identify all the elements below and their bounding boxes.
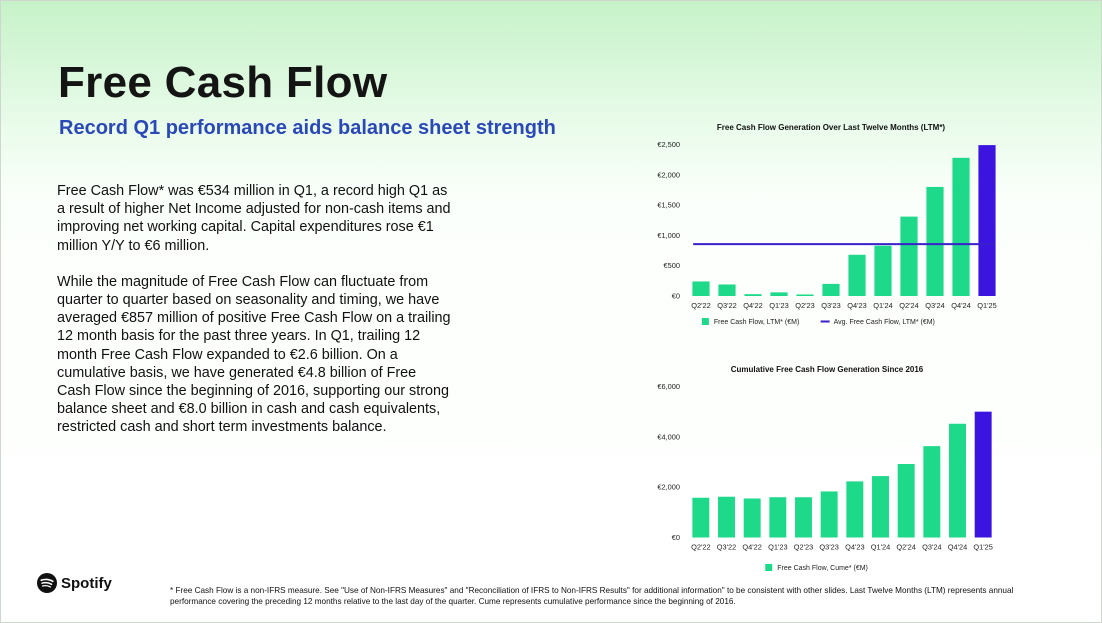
y-tick-label: €0 <box>672 292 680 301</box>
x-tick-label: Q4'23 <box>847 301 867 310</box>
y-tick-label: €1,500 <box>657 201 680 210</box>
legend-label: Free Cash Flow, LTM* (€M) <box>714 319 799 326</box>
y-tick-label: €2,000 <box>657 483 680 492</box>
bar <box>897 464 915 538</box>
x-tick-label: Q1'25 <box>977 301 997 310</box>
bar <box>974 411 992 538</box>
bar <box>795 497 812 538</box>
bar <box>848 254 866 296</box>
bar <box>718 284 736 296</box>
y-tick-label: €1,000 <box>657 231 680 240</box>
bar <box>952 157 970 296</box>
cumulative-fcf-chart: Cumulative Free Cash Flow Generation Sin… <box>657 365 993 572</box>
x-tick-label: Q4'24 <box>948 543 968 552</box>
legend-label: Avg. Free Cash Flow, LTM* (€M) <box>834 319 935 326</box>
x-tick-label: Q1'24 <box>873 301 893 310</box>
bar <box>718 496 735 538</box>
x-tick-label: Q3'22 <box>717 543 737 552</box>
x-tick-label: Q3'23 <box>821 301 841 310</box>
bar <box>846 481 864 538</box>
slide-title: Free Cash Flow <box>58 58 388 107</box>
bar <box>796 294 814 296</box>
legend-swatch <box>701 318 709 325</box>
footnote: * Free Cash Flow is a non-IFRS measure. … <box>170 586 1014 606</box>
slide-subtitle: Record Q1 performance aids balance sheet… <box>59 117 556 139</box>
bar <box>692 281 710 296</box>
bar <box>923 446 941 538</box>
bar <box>743 498 761 538</box>
x-tick-label: Q3'24 <box>922 543 942 552</box>
x-tick-label: Q3'22 <box>717 301 737 310</box>
spotify-icon <box>37 573 57 593</box>
chart-title: Free Cash Flow Generation Over Last Twel… <box>717 123 946 132</box>
x-tick-label: Q2'22 <box>691 301 711 310</box>
y-tick-label: €2,500 <box>657 140 680 149</box>
y-tick-label: €500 <box>664 261 680 270</box>
bar <box>900 216 918 296</box>
chart-title: Cumulative Free Cash Flow Generation Sin… <box>731 365 924 374</box>
paragraph: While the magnitude of Free Cash Flow ca… <box>57 273 451 436</box>
bar <box>872 476 889 538</box>
ltm-fcf-chart: Free Cash Flow Generation Over Last Twel… <box>657 123 997 326</box>
x-tick-label: Q2'24 <box>896 543 916 552</box>
bar <box>820 491 838 538</box>
x-tick-label: Q3'24 <box>925 301 945 310</box>
paragraph: Free Cash Flow* was €534 million in Q1, … <box>57 183 451 254</box>
x-tick-label: Q4'22 <box>743 301 763 310</box>
y-tick-label: €2,000 <box>657 170 680 179</box>
body-text: Free Cash Flow* was €534 million in Q1, … <box>57 182 452 455</box>
x-tick-label: Q4'23 <box>845 543 865 552</box>
x-tick-label: Q2'22 <box>691 543 711 552</box>
bar <box>822 283 840 296</box>
y-tick-label: €0 <box>672 533 680 542</box>
x-tick-label: Q1'24 <box>871 543 891 552</box>
x-tick-label: Q1'25 <box>973 543 993 552</box>
bar <box>769 497 787 538</box>
x-tick-label: Q1'23 <box>769 301 789 310</box>
y-tick-label: €4,000 <box>657 432 680 441</box>
x-tick-label: Q2'23 <box>794 543 814 552</box>
x-tick-label: Q2'24 <box>899 301 919 310</box>
bar <box>978 145 996 296</box>
x-tick-label: Q4'22 <box>742 543 762 552</box>
logo-wordmark: Spotify <box>61 574 112 592</box>
bar <box>949 423 966 538</box>
x-tick-label: Q3'23 <box>819 543 839 552</box>
bar <box>770 292 788 296</box>
y-tick-label: €6,000 <box>657 382 680 391</box>
bar <box>744 294 762 296</box>
bar <box>874 245 892 296</box>
x-tick-label: Q2'23 <box>795 301 815 310</box>
x-tick-label: Q4'24 <box>951 301 971 310</box>
spotify-logo: Spotify <box>37 573 112 593</box>
bar <box>692 497 710 538</box>
bar <box>926 186 944 296</box>
legend-swatch <box>765 564 773 571</box>
legend-label: Free Cash Flow, Cume* (€M) <box>777 565 868 572</box>
x-tick-label: Q1'23 <box>768 543 788 552</box>
